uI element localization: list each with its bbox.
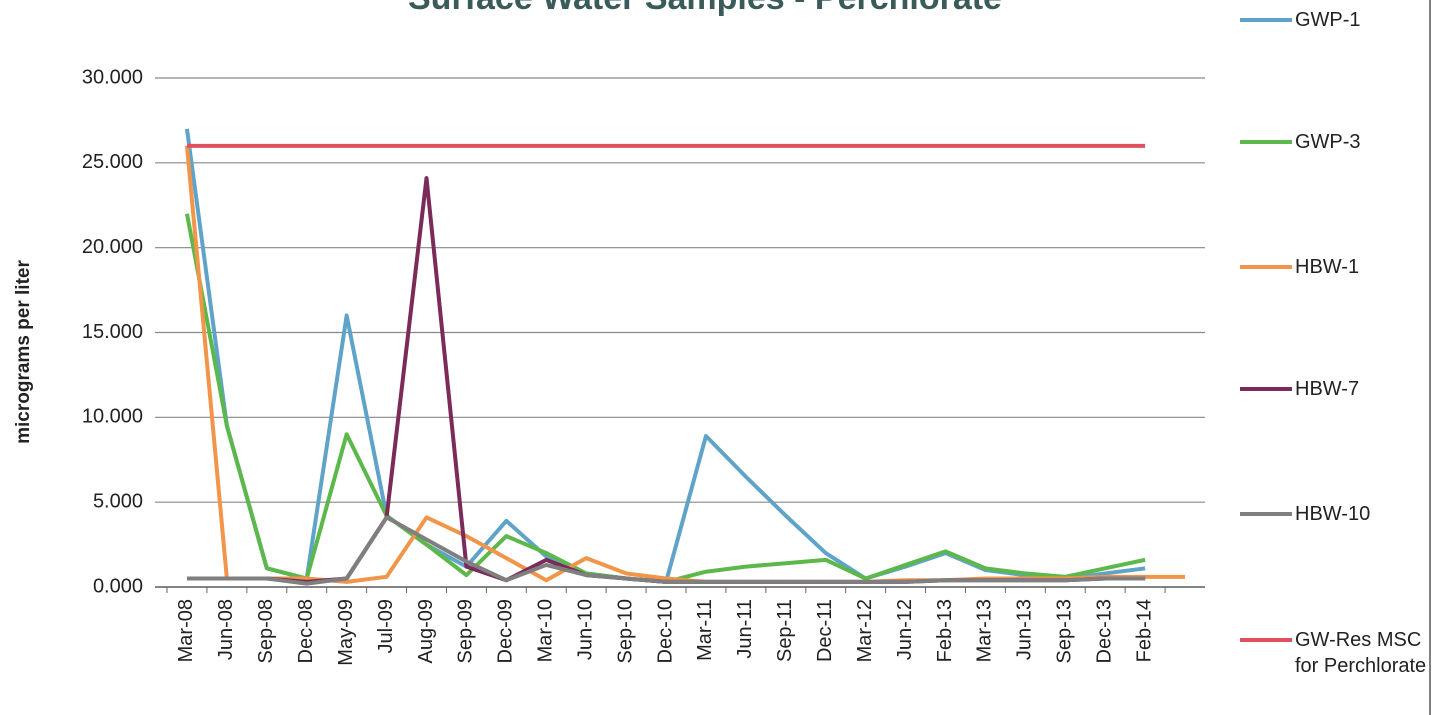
x-tick-label: Sep-11	[774, 599, 796, 662]
series-line	[184, 128, 1146, 584]
x-tick-label: Dec-09	[495, 599, 517, 663]
y-tick-label: 0.000	[93, 575, 143, 597]
series-line	[186, 515, 1146, 586]
x-tick-label: Jun-12	[894, 599, 916, 660]
x-tick-label: Mar-12	[854, 599, 876, 662]
series-line	[184, 213, 1146, 584]
x-tick-label: Dec-10	[654, 599, 676, 663]
x-tick-label: Jun-11	[734, 599, 756, 659]
legend-label: HBW-10	[1295, 503, 1371, 525]
chart-title: Surface Water Samples - Perchlorate	[408, 0, 1002, 17]
series-line	[186, 176, 1146, 584]
x-tick-label: Sep-13	[1054, 599, 1076, 664]
y-tick-label: 30.000	[82, 66, 143, 88]
x-tick-label: Jun-10	[574, 599, 596, 660]
x-tick-label: Sep-10	[614, 599, 636, 664]
x-tick-label: Dec-11	[814, 599, 836, 662]
legend-label: GWP-3	[1295, 131, 1361, 153]
legend-label: HBW-7	[1295, 378, 1360, 400]
x-tick-label: Jun-08	[215, 599, 237, 660]
x-tick-label: Mar-13	[974, 599, 996, 662]
legend-label: HBW-1	[1295, 256, 1360, 278]
x-tick-label: Aug-09	[415, 599, 437, 664]
y-tick-label: 25.000	[82, 151, 143, 173]
x-tick-label: Sep-09	[455, 599, 477, 664]
x-tick-label: Mar-10	[535, 599, 557, 662]
x-tick-label: Dec-13	[1093, 599, 1115, 663]
x-tick-label: Sep-08	[255, 599, 277, 664]
y-tick-label: 15.000	[82, 321, 143, 343]
legend-label: GWP-1	[1295, 9, 1361, 31]
y-axis-label: micrograms per liter	[13, 260, 34, 444]
x-tick-label: Jul-09	[375, 599, 397, 653]
x-tick-label: Feb-14	[1133, 599, 1155, 662]
x-tick-label: Mar-11	[694, 599, 716, 661]
x-tick-label: May-09	[335, 599, 357, 666]
x-tick-label: Jun-13	[1014, 599, 1036, 660]
y-tick-label: 20.000	[82, 236, 143, 258]
x-tick-label: Mar-08	[175, 599, 197, 662]
x-tick-label: Feb-13	[934, 599, 956, 662]
legend-label: GW-Res MSC for Perchlorate	[1295, 629, 1427, 677]
x-tick-label: Dec-08	[295, 599, 317, 663]
y-tick-label: 5.000	[93, 490, 143, 512]
y-tick-label: 10.000	[82, 406, 143, 428]
